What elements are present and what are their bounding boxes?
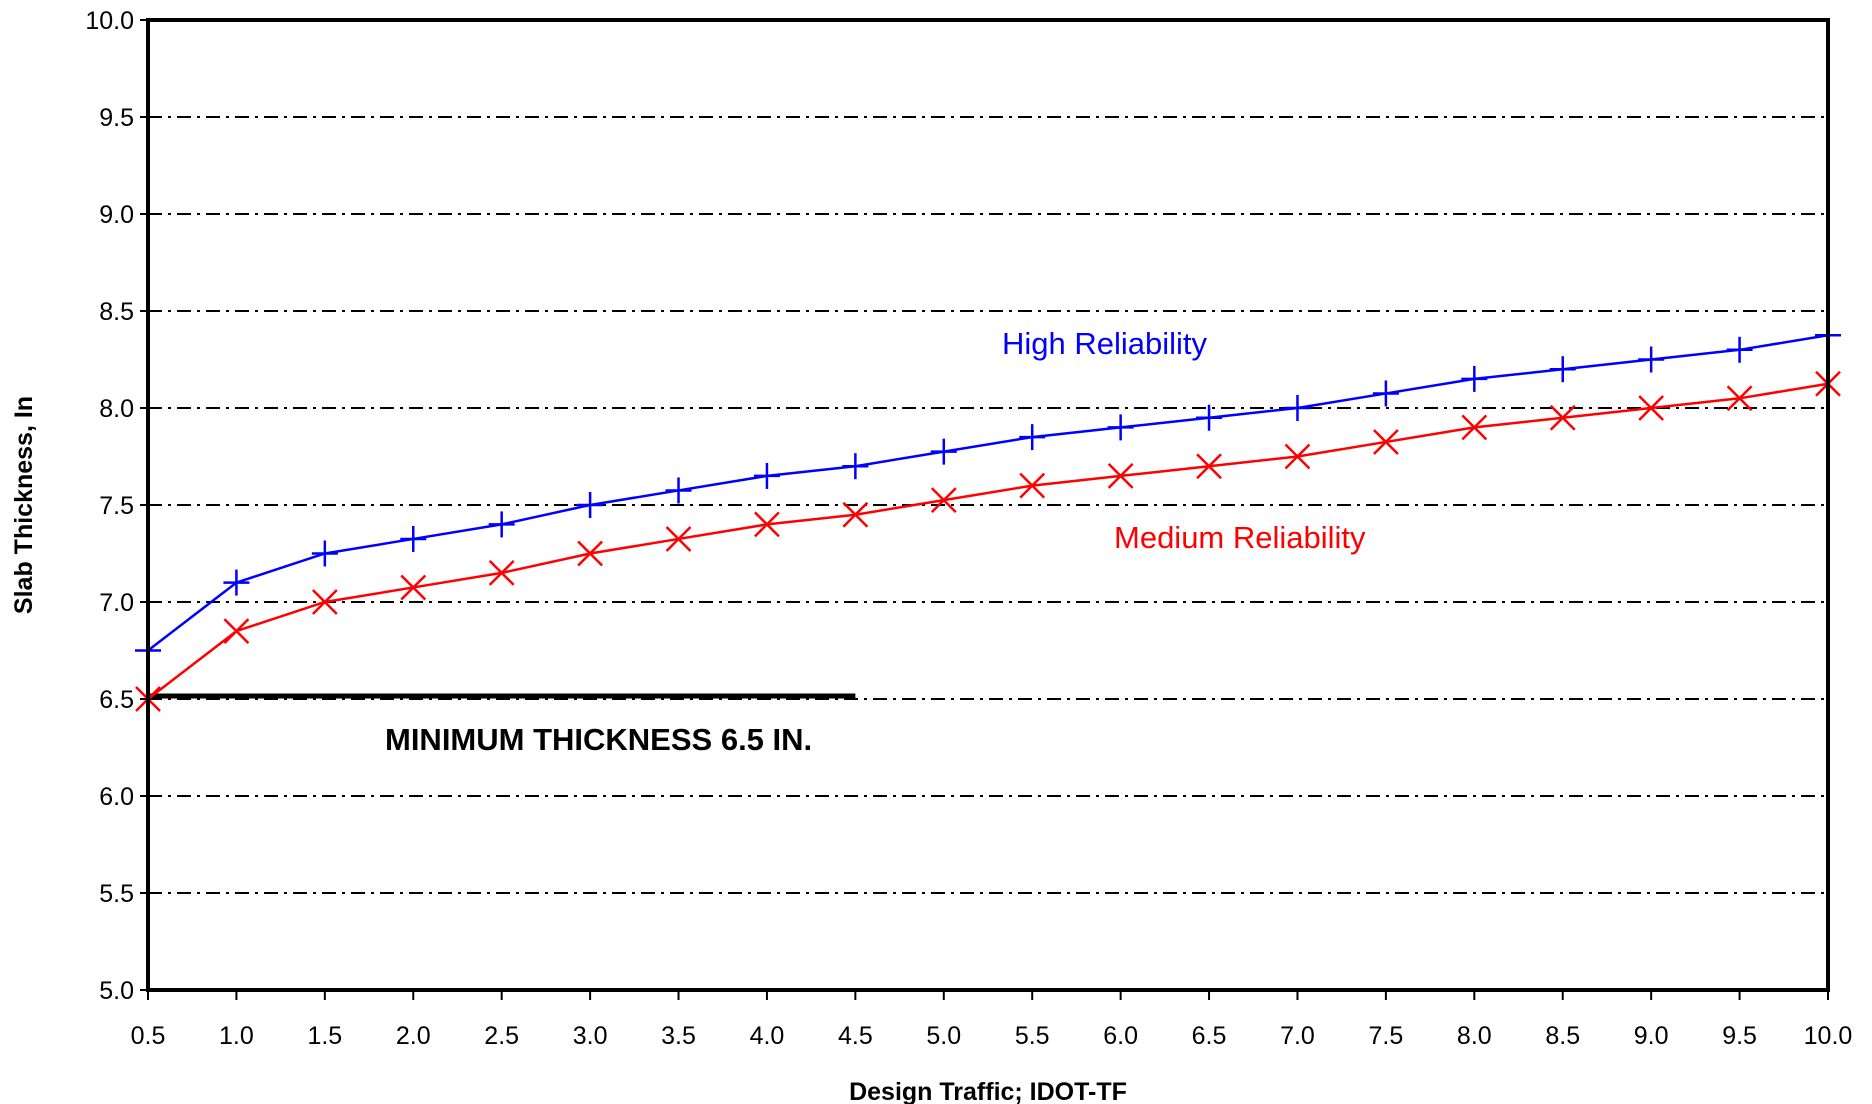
series-lines bbox=[147, 334, 1829, 700]
data-point-s1-17 bbox=[1638, 395, 1665, 421]
data-point-s0-17 bbox=[1638, 346, 1665, 373]
data-point-s0-18 bbox=[1726, 336, 1753, 363]
data-point-s0-15 bbox=[1461, 365, 1488, 392]
series-line-0 bbox=[147, 334, 1829, 652]
x-tick-label-15: 8.0 bbox=[1457, 1022, 1492, 1050]
data-point-s1-3 bbox=[400, 574, 427, 601]
x-tick-label-16: 8.5 bbox=[1545, 1022, 1580, 1050]
reference-line-label: MINIMUM THICKNESS 6.5 IN. bbox=[385, 722, 812, 757]
data-point-s1-8 bbox=[842, 501, 869, 528]
y-tick-label-6: 8.0 bbox=[99, 395, 134, 423]
y-tick-label-1: 5.5 bbox=[99, 880, 134, 908]
x-tick-labels: 0.5 1.0 1.5 2.0 2.5 3.0 3.5 4.0 4.5 5.0 5.5 6.0 6.5 7… bbox=[131, 1022, 1853, 1050]
y-tick-label-0: 5.0 bbox=[99, 977, 134, 1005]
data-point-s0-1 bbox=[223, 569, 250, 596]
data-point-s1-1 bbox=[223, 618, 250, 644]
data-point-s0-3 bbox=[400, 525, 427, 552]
data-point-s1-6 bbox=[665, 526, 692, 552]
data-point-s1-5 bbox=[577, 540, 603, 567]
y-tick-labels: 5.0 5.5 6.0 6.5 7.0 7.5 8.0 8.5 9.0 9.5 10.0 bbox=[85, 7, 134, 1005]
y-tick-label-9: 9.5 bbox=[99, 104, 134, 132]
y-axis-title: Slab Thickness, In bbox=[10, 396, 38, 614]
data-point-s1-9 bbox=[930, 487, 957, 514]
series-label-high-reliability: High Reliability bbox=[1002, 326, 1208, 361]
x-tick-label-19: 10.0 bbox=[1804, 1022, 1853, 1050]
data-point-s0-11 bbox=[1107, 414, 1134, 441]
y-tick-label-3: 6.5 bbox=[99, 686, 134, 714]
x-tick-label-8: 4.5 bbox=[838, 1022, 873, 1050]
x-tick-label-12: 6.5 bbox=[1192, 1022, 1227, 1050]
data-point-s0-5 bbox=[577, 492, 604, 518]
x-tick-label-18: 9.5 bbox=[1722, 1022, 1757, 1050]
x-tick-label-5: 3.0 bbox=[573, 1022, 608, 1050]
x-tick-label-14: 7.5 bbox=[1369, 1022, 1404, 1050]
data-point-s1-11 bbox=[1107, 463, 1134, 489]
series-markers bbox=[135, 322, 1841, 712]
data-point-s0-4 bbox=[488, 511, 515, 538]
data-point-s0-14 bbox=[1372, 380, 1399, 407]
x-tick-label-3: 2.0 bbox=[396, 1022, 431, 1050]
x-tick-label-13: 7.0 bbox=[1280, 1022, 1315, 1050]
data-point-s1-14 bbox=[1373, 429, 1399, 455]
x-tick-label-6: 3.5 bbox=[661, 1022, 696, 1050]
data-point-s0-6 bbox=[665, 477, 692, 504]
y-tick-label-4: 7.0 bbox=[99, 589, 134, 617]
grid-lines bbox=[148, 116, 1828, 894]
data-point-s0-2 bbox=[311, 540, 338, 567]
data-point-s1-13 bbox=[1284, 443, 1311, 470]
y-tick-label-5: 7.5 bbox=[99, 492, 134, 520]
data-point-s0-13 bbox=[1284, 395, 1311, 421]
x-tick-label-17: 9.0 bbox=[1634, 1022, 1669, 1050]
x-tick-label-2: 1.5 bbox=[307, 1022, 342, 1050]
plot-frame bbox=[146, 18, 1830, 992]
data-point-s0-9 bbox=[930, 438, 957, 465]
y-tick-label-2: 6.0 bbox=[99, 783, 134, 811]
x-tick-label-4: 2.5 bbox=[484, 1022, 519, 1050]
y-tick-label-8: 9.0 bbox=[99, 201, 134, 229]
data-point-s0-7 bbox=[753, 462, 780, 489]
x-tick-label-7: 4.0 bbox=[750, 1022, 785, 1050]
data-point-s1-7 bbox=[754, 511, 780, 538]
data-point-s1-2 bbox=[311, 589, 338, 615]
data-point-s0-16 bbox=[1549, 356, 1576, 383]
data-point-s1-15 bbox=[1461, 414, 1488, 441]
data-point-s0-8 bbox=[842, 453, 869, 480]
x-tick-label-0: 0.5 bbox=[131, 1022, 166, 1050]
x-tick-label-9: 5.0 bbox=[926, 1022, 961, 1050]
x-tick-label-10: 5.5 bbox=[1015, 1022, 1050, 1050]
x-axis-title: Design Traffic; IDOT-TF bbox=[849, 1078, 1127, 1104]
data-point-s1-16 bbox=[1549, 404, 1576, 431]
series-label-medium-reliability: Medium Reliability bbox=[1114, 520, 1366, 555]
x-tick-label-11: 6.0 bbox=[1103, 1022, 1138, 1050]
data-point-s0-12 bbox=[1196, 404, 1223, 431]
data-point-s1-10 bbox=[1019, 472, 1046, 499]
data-point-s1-12 bbox=[1196, 453, 1222, 480]
x-tick-label-1: 1.0 bbox=[219, 1022, 254, 1050]
series-line-1 bbox=[147, 382, 1829, 700]
data-point-s0-10 bbox=[1019, 424, 1046, 451]
data-point-s1-18 bbox=[1726, 385, 1753, 412]
data-point-s1-4 bbox=[488, 560, 515, 586]
y-tick-label-10: 10.0 bbox=[85, 7, 134, 35]
y-tick-label-7: 8.5 bbox=[99, 298, 134, 326]
